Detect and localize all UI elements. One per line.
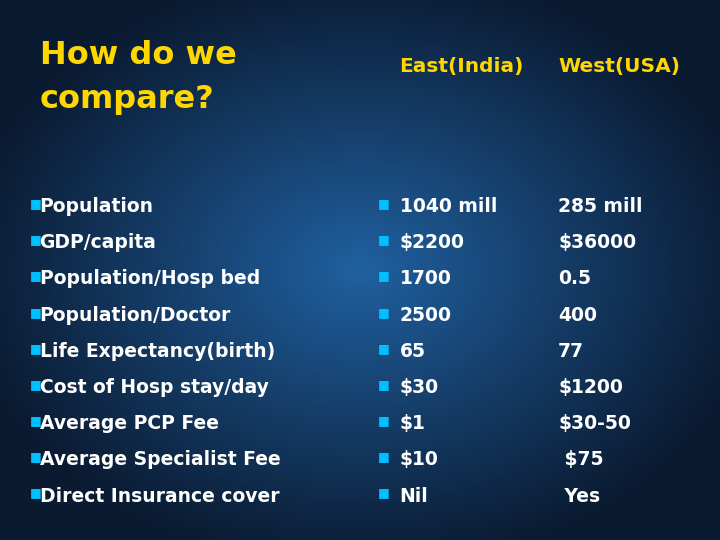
Text: 2500: 2500 [400, 306, 451, 325]
Text: Yes: Yes [558, 487, 600, 505]
Text: GDP/capita: GDP/capita [40, 233, 156, 252]
Text: Population: Population [40, 197, 153, 216]
Text: 400: 400 [558, 306, 597, 325]
Text: $36000: $36000 [558, 233, 636, 252]
Text: ■: ■ [378, 342, 390, 355]
Text: 285 mill: 285 mill [558, 197, 642, 216]
Text: $30: $30 [400, 378, 438, 397]
Text: ■: ■ [378, 414, 390, 427]
Text: ■: ■ [378, 233, 390, 246]
Text: ■: ■ [378, 306, 390, 319]
Text: ■: ■ [378, 450, 390, 463]
Text: How do we: How do we [40, 40, 236, 71]
Text: West(USA): West(USA) [558, 57, 680, 76]
Text: ■: ■ [378, 378, 390, 391]
Text: ■: ■ [30, 487, 42, 500]
Text: Average PCP Fee: Average PCP Fee [40, 414, 219, 433]
Text: $2200: $2200 [400, 233, 464, 252]
Text: compare?: compare? [40, 84, 215, 114]
Text: Nil: Nil [400, 487, 428, 505]
Text: ■: ■ [30, 414, 42, 427]
Text: 77: 77 [558, 342, 584, 361]
Text: ■: ■ [30, 233, 42, 246]
Text: $1200: $1200 [558, 378, 623, 397]
Text: ■: ■ [30, 450, 42, 463]
Text: ■: ■ [30, 378, 42, 391]
Text: $10: $10 [400, 450, 438, 469]
Text: ■: ■ [378, 197, 390, 210]
Text: ■: ■ [30, 306, 42, 319]
Text: $75: $75 [558, 450, 603, 469]
Text: Population/Doctor: Population/Doctor [40, 306, 231, 325]
Text: ■: ■ [30, 269, 42, 282]
Text: 65: 65 [400, 342, 426, 361]
Text: 1040 mill: 1040 mill [400, 197, 497, 216]
Text: ■: ■ [30, 342, 42, 355]
Text: 1700: 1700 [400, 269, 451, 288]
Text: Life Expectancy(birth): Life Expectancy(birth) [40, 342, 275, 361]
Text: Direct Insurance cover: Direct Insurance cover [40, 487, 279, 505]
Text: ■: ■ [378, 269, 390, 282]
Text: Average Specialist Fee: Average Specialist Fee [40, 450, 280, 469]
Text: East(India): East(India) [400, 57, 524, 76]
Text: $30-50: $30-50 [558, 414, 631, 433]
Text: $1: $1 [400, 414, 426, 433]
Text: Population/Hosp bed: Population/Hosp bed [40, 269, 260, 288]
Text: Cost of Hosp stay/day: Cost of Hosp stay/day [40, 378, 269, 397]
Text: ■: ■ [30, 197, 42, 210]
Text: ■: ■ [378, 487, 390, 500]
Text: 0.5: 0.5 [558, 269, 591, 288]
